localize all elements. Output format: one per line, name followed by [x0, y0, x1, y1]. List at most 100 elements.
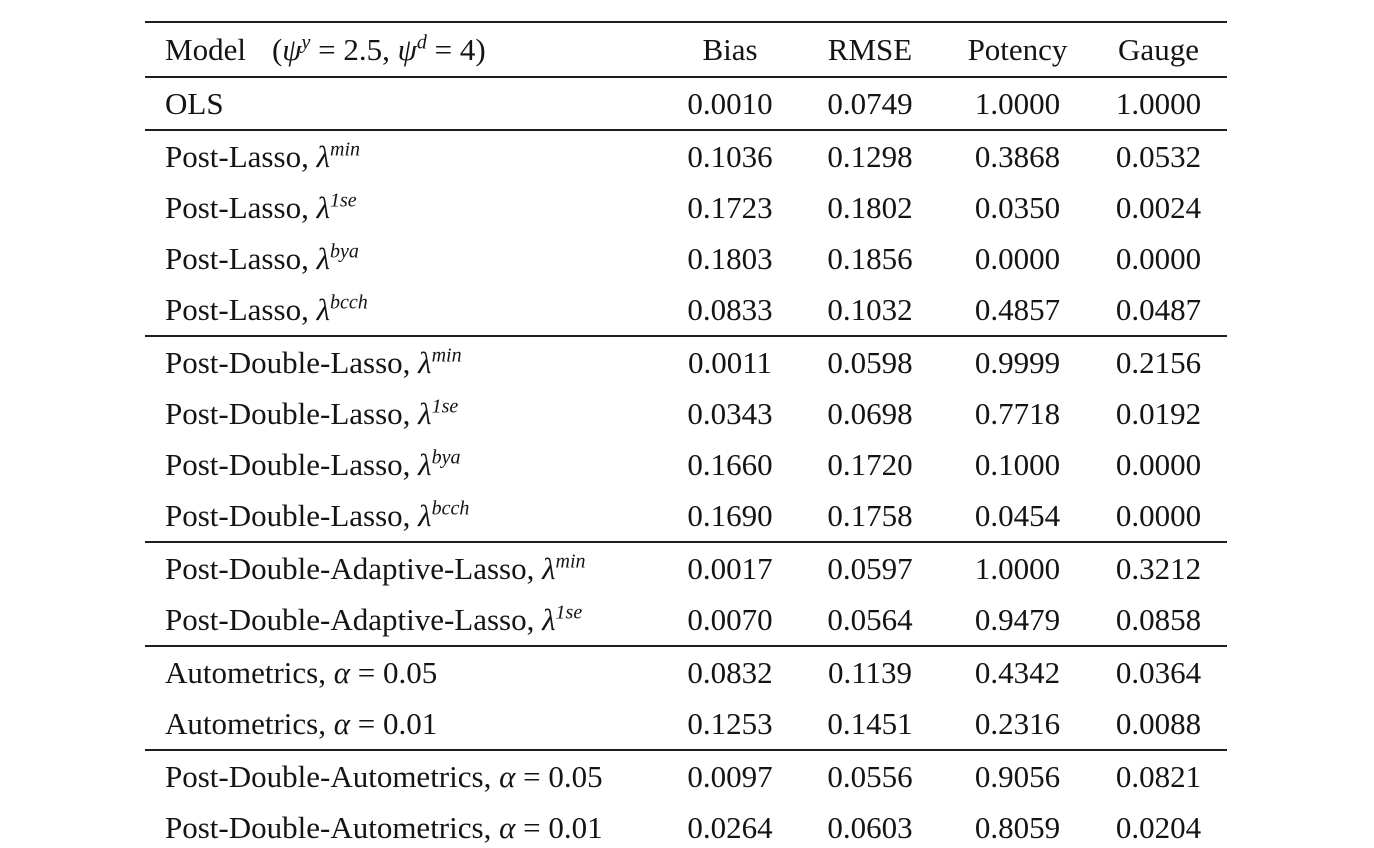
value-cell-rmse: 0.1720	[827, 446, 913, 482]
value-cell-rmse: 0.0749	[827, 85, 913, 121]
label-text: Post-Lasso,	[165, 189, 317, 225]
value-cell-gauge: 0.0532	[1115, 138, 1202, 174]
model-label-cell: Autometrics, α = 0.01	[145, 698, 665, 750]
column-header-rmse: RMSE	[827, 31, 913, 67]
math-superscript: min	[555, 550, 586, 573]
label-text: Post-Double-Adaptive-Lasso,	[165, 550, 543, 586]
table-header-row: Model (ψy = 2.5, ψd = 4) Bias RMSE Potency Ga…	[145, 22, 1227, 77]
value-cell-gauge: 1.0000	[1115, 85, 1202, 121]
model-label-cell: Post-Double-Adaptive-Lasso, λmin	[145, 542, 665, 594]
value-cell-rmse: 0.1802	[827, 189, 913, 225]
value-cell-gauge: 0.3212	[1115, 550, 1202, 586]
value-cell-bias: 0.0264	[687, 809, 773, 845]
table-group-autometrics: Autometrics, α = 0.05 0.0832 0.1139 0.4342 0…	[145, 646, 1227, 750]
label-text: Post-Lasso,	[165, 138, 317, 174]
math-superscript: 1se	[330, 189, 357, 212]
value-cell-rmse: 0.1139	[827, 654, 913, 690]
value-cell-potency: 0.4342	[974, 654, 1061, 690]
model-label-cell: Post-Double-Autometrics, α = 0.01	[145, 802, 665, 848]
table-row: Autometrics, α = 0.01 0.1253 0.1451 0.2316 0…	[145, 698, 1227, 750]
model-label-cell: Post-Lasso, λbcch	[145, 284, 665, 336]
model-label-cell: Post-Double-Autometrics, α = 0.05	[145, 750, 665, 802]
value-cell-potency: 1.0000	[974, 85, 1061, 121]
value-cell-potency: 0.8059	[974, 809, 1061, 845]
value-cell-bias: 0.1036	[687, 138, 773, 174]
label-text: Post-Double-Lasso,	[165, 395, 419, 431]
value-cell-potency: 0.4857	[974, 291, 1061, 327]
table-group-post-double-autometrics: Post-Double-Autometrics, α = 0.05 0.0097 0…	[145, 750, 1227, 848]
label-text: Post-Double-Adaptive-Lasso,	[165, 601, 543, 637]
model-label-cell: Post-Double-Lasso, λbcch	[145, 490, 665, 542]
value-cell-potency: 0.0454	[974, 497, 1061, 533]
table-row: Post-Lasso, λbcch 0.0833 0.1032 0.4857 0.048…	[145, 284, 1227, 336]
column-header-potency: Potency	[967, 31, 1068, 67]
table-row: Post-Lasso, λ1se 0.1723 0.1802 0.0350 0.0024	[145, 182, 1227, 233]
table-row: Post-Double-Adaptive-Lasso, λ1se 0.0070 0.…	[145, 594, 1227, 646]
table-row: OLS 0.0010 0.0749 1.0000 1.0000	[145, 77, 1227, 130]
value-cell-gauge: 0.0000	[1115, 240, 1202, 276]
math-superscript: min	[431, 344, 462, 367]
model-label-cell: Post-Double-Lasso, λ1se	[145, 388, 665, 439]
math-superscript: min	[330, 138, 361, 161]
label-text: = 4)	[426, 31, 486, 67]
label-text: Post-Double-Lasso,	[165, 446, 419, 482]
label-text: Post-Lasso,	[165, 240, 317, 276]
label-text: Autometrics,	[165, 705, 334, 741]
math-symbol: ψ	[397, 31, 417, 67]
math-symbol: α	[333, 654, 351, 690]
math-superscript: d	[416, 31, 427, 54]
value-cell-bias: 0.0010	[687, 85, 773, 121]
value-cell-potency: 0.9999	[974, 344, 1061, 380]
value-cell-gauge: 0.0000	[1115, 446, 1202, 482]
value-cell-potency: 0.9479	[974, 601, 1061, 637]
value-cell-bias: 0.1253	[687, 705, 773, 741]
label-text: = 0.01	[515, 809, 603, 845]
table-row: Post-Double-Adaptive-Lasso, λmin 0.0017 0.…	[145, 542, 1227, 594]
value-cell-bias: 0.0343	[687, 395, 773, 431]
model-label-cell: Post-Lasso, λmin	[145, 130, 665, 182]
column-header-bias: Bias	[702, 31, 758, 67]
value-cell-rmse: 0.1451	[827, 705, 913, 741]
value-cell-rmse: 0.0698	[827, 395, 913, 431]
value-cell-bias: 0.1723	[687, 189, 773, 225]
model-label-cell: Post-Lasso, λbya	[145, 233, 665, 284]
value-cell-rmse: 0.0564	[827, 601, 913, 637]
model-label-cell: OLS	[145, 77, 665, 130]
value-cell-potency: 0.3868	[974, 138, 1061, 174]
math-superscript: bya	[431, 446, 461, 469]
table-row: Post-Double-Lasso, λ1se 0.0343 0.0698 0.771…	[145, 388, 1227, 439]
math-symbol: λ	[542, 550, 556, 586]
value-cell-potency: 0.0350	[974, 189, 1061, 225]
table-group-post-double-adaptive-lasso: Post-Double-Adaptive-Lasso, λmin 0.0017 0.…	[145, 542, 1227, 646]
value-cell-bias: 0.1660	[687, 446, 773, 482]
model-label-cell: Post-Lasso, λ1se	[145, 182, 665, 233]
label-text: OLS	[165, 85, 224, 121]
value-cell-bias: 0.0011	[687, 344, 773, 380]
math-symbol: ψ	[282, 31, 302, 67]
value-cell-gauge: 0.0204	[1115, 809, 1202, 845]
value-cell-rmse: 0.0597	[827, 550, 913, 586]
value-cell-rmse: 0.1032	[827, 291, 913, 327]
math-superscript: bcch	[330, 291, 368, 314]
value-cell-potency: 0.7718	[974, 395, 1061, 431]
math-symbol: λ	[316, 240, 331, 276]
label-text: Post-Double-Autometrics,	[165, 809, 500, 845]
label-text: Post-Double-Autometrics,	[165, 758, 500, 794]
math-superscript: bya	[330, 240, 359, 263]
label-text: Model	[165, 31, 246, 67]
math-symbol: λ	[316, 138, 331, 174]
label-text: Autometrics,	[165, 654, 334, 690]
value-cell-bias: 0.0070	[687, 601, 773, 637]
table-group-post-double-lasso: Post-Double-Lasso, λmin 0.0011 0.0598 0.999…	[145, 336, 1227, 542]
table-row: Post-Lasso, λbya 0.1803 0.1856 0.0000 0.0000	[145, 233, 1227, 284]
value-cell-gauge: 0.0024	[1115, 189, 1202, 225]
value-cell-rmse: 0.1298	[827, 138, 913, 174]
label-text: (	[271, 31, 283, 67]
label-text: = 0.05	[350, 654, 438, 690]
table-row: Post-Double-Lasso, λmin 0.0011 0.0598 0.999…	[145, 336, 1227, 388]
math-symbol: λ	[542, 601, 556, 637]
table-group-ols: OLS 0.0010 0.0749 1.0000 1.0000	[145, 77, 1227, 130]
value-cell-rmse: 0.0556	[827, 758, 913, 794]
math-symbol: α	[333, 705, 351, 741]
value-cell-potency: 0.2316	[974, 705, 1061, 741]
